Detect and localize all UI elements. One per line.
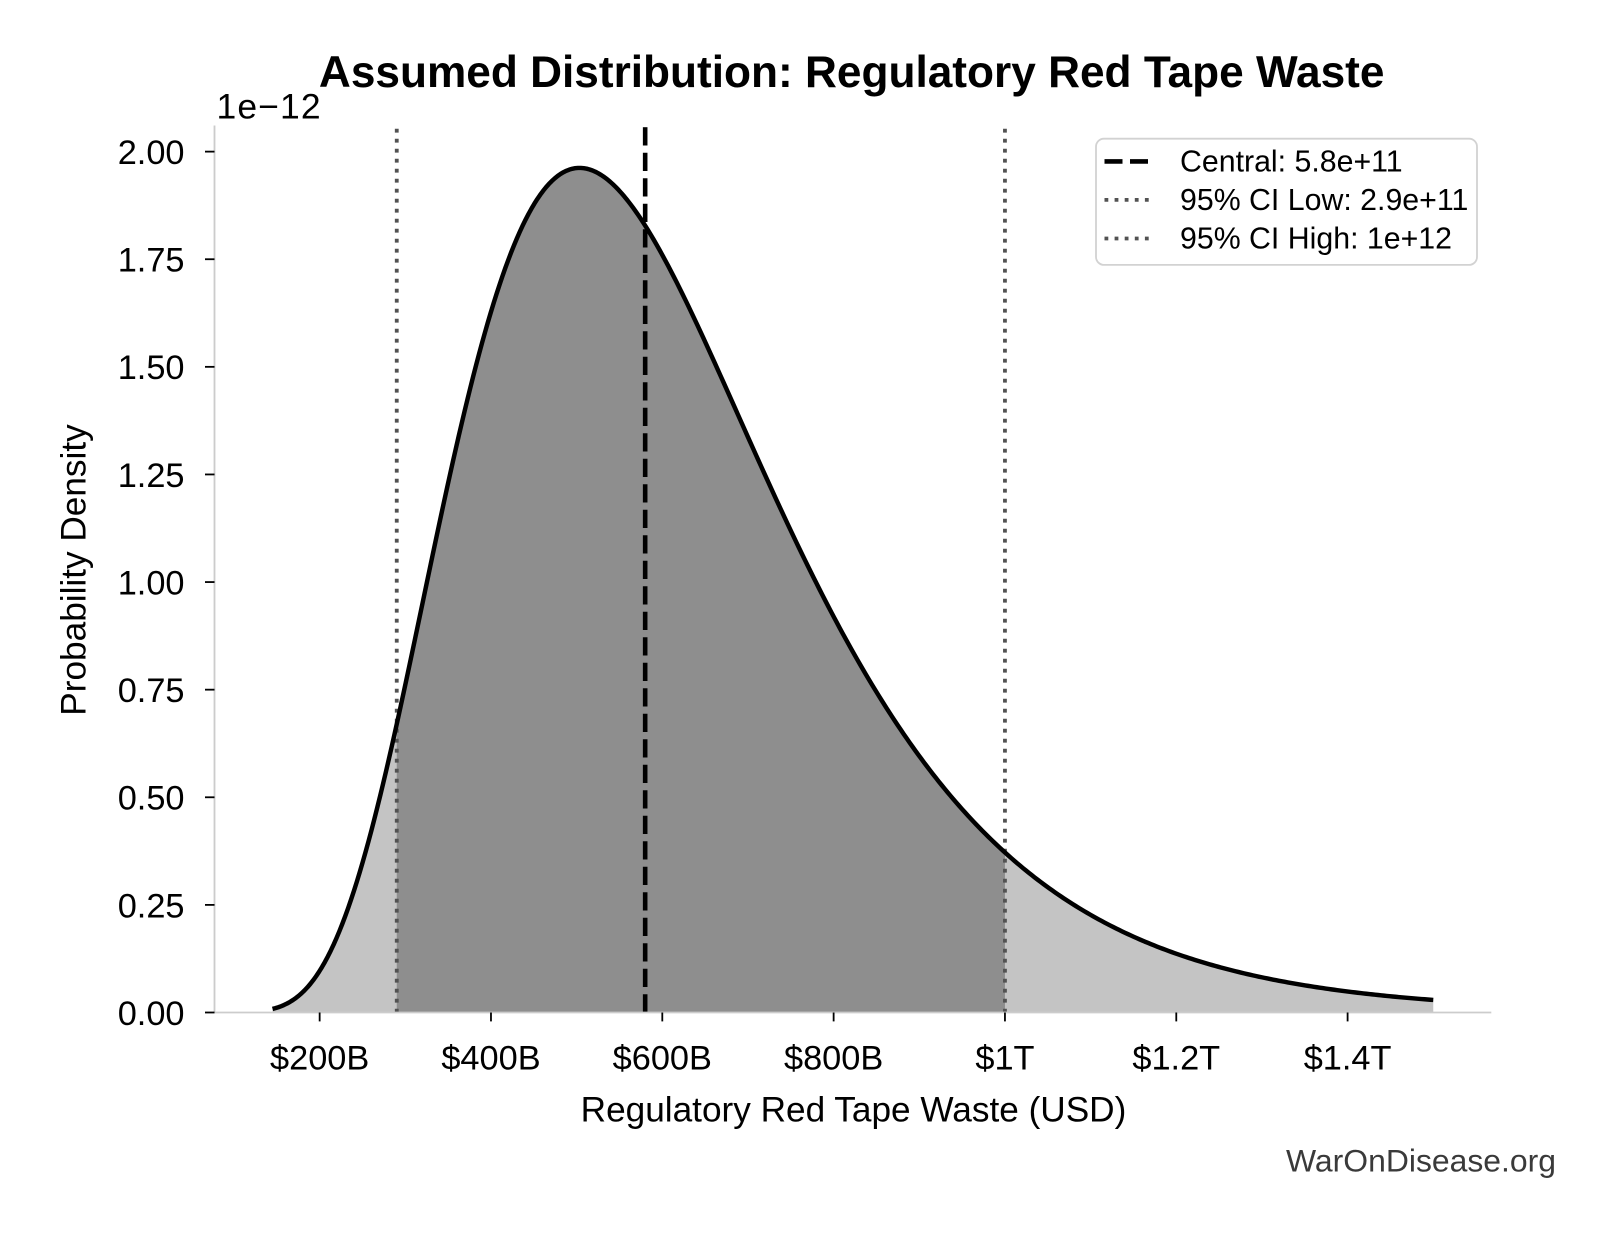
svg-text:WarOnDisease.org: WarOnDisease.org [1286, 1143, 1556, 1179]
svg-text:$1.2T: $1.2T [1132, 1040, 1220, 1078]
svg-text:Central: 5.8e+11: Central: 5.8e+11 [1180, 146, 1403, 179]
svg-text:0.50: 0.50 [118, 780, 185, 818]
svg-text:$1.4T: $1.4T [1304, 1040, 1392, 1078]
svg-text:$200B: $200B [270, 1040, 369, 1078]
svg-text:95% CI High: 1e+12: 95% CI High: 1e+12 [1180, 223, 1452, 256]
svg-text:Regulatory Red Tape Waste (USD: Regulatory Red Tape Waste (USD) [581, 1091, 1127, 1130]
svg-text:1e−12: 1e−12 [217, 87, 322, 127]
svg-text:1.75: 1.75 [118, 242, 185, 280]
svg-text:2.00: 2.00 [118, 134, 185, 172]
svg-text:1.50: 1.50 [118, 349, 185, 387]
svg-text:0.00: 0.00 [118, 995, 185, 1033]
svg-text:0.25: 0.25 [118, 887, 185, 925]
svg-text:$1T: $1T [975, 1040, 1034, 1078]
svg-text:1.00: 1.00 [118, 564, 185, 602]
svg-text:1.25: 1.25 [118, 457, 185, 495]
svg-text:$400B: $400B [441, 1040, 540, 1078]
svg-text:Probability Density: Probability Density [54, 424, 93, 716]
svg-text:Assumed Distribution: Regulato: Assumed Distribution: Regulatory Red Tap… [319, 48, 1385, 97]
svg-text:0.75: 0.75 [118, 672, 185, 710]
svg-text:$600B: $600B [613, 1040, 712, 1078]
svg-text:95% CI Low: 2.9e+11: 95% CI Low: 2.9e+11 [1180, 184, 1468, 217]
svg-text:$800B: $800B [784, 1040, 883, 1078]
